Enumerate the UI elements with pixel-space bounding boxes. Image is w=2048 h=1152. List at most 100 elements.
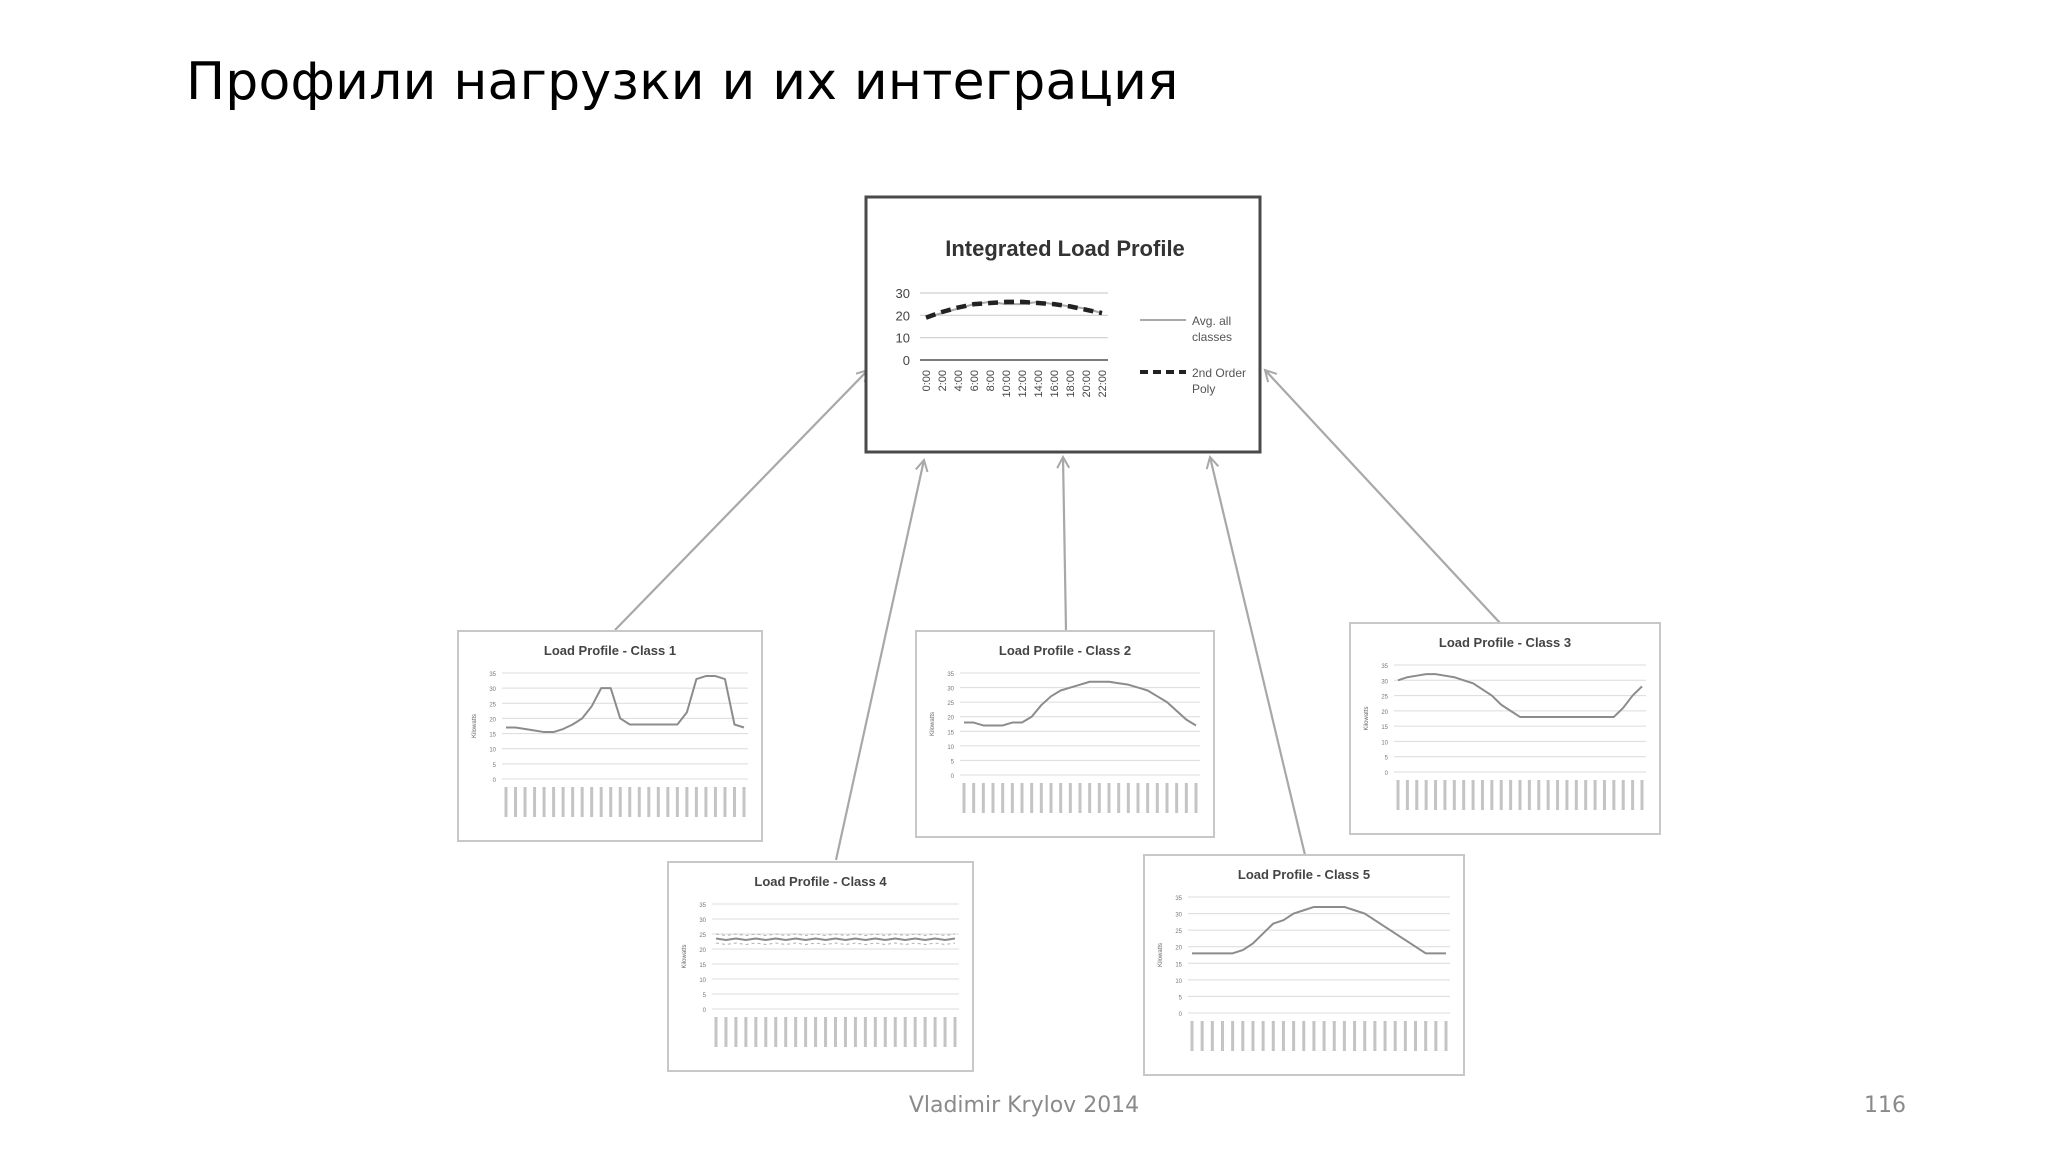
legend-avg-label-2: classes [1192,330,1232,344]
chart-x-tick-mark [1621,780,1625,810]
chart-y-tick: 5 [703,993,707,999]
chart-x-tick-mark [609,787,613,817]
chart-x-tick-mark [675,787,679,817]
chart-x-tick-mark [590,787,594,817]
chart-y-tick: 10 [1175,979,1182,985]
chart-x-tick-mark [873,1017,877,1047]
integrated-title: Integrated Load Profile [945,236,1185,261]
chart-band-lower [715,942,956,946]
chart-y-tick: 25 [1381,695,1388,701]
chart-x-tick-mark [1049,783,1053,813]
chart-x-tick-mark [804,1017,808,1047]
chart-x-tick-mark [953,1017,957,1047]
int-x-tick: 16:00 [1049,370,1061,398]
chart-x-tick-mark [1292,1021,1296,1051]
chart-x-tick-mark [1444,1021,1448,1051]
chart-x-tick-mark [1363,1021,1367,1051]
chart-ylabel: Kilowatts [682,944,688,968]
arrow-class2 [1063,457,1066,631]
chart-x-tick-mark [1194,783,1198,813]
class-charts: Load Profile - Class 1 35 30 25 20 15 10 5 0 Kilo… [457,622,1661,1076]
chart-y-tick: 35 [1381,664,1388,670]
chart-series [1397,673,1643,718]
integrated-legend: Avg. all classes 2nd Order Poly [1140,314,1246,396]
chart-x-tick-mark [734,1017,738,1047]
chart-ylabel: Kilowatts [472,714,478,738]
chart-x-tick-mark [1405,780,1409,810]
chart-y-tick: 10 [947,745,954,751]
chart-y-tick: 0 [951,774,955,780]
int-y-tick: 0 [903,353,910,368]
chart-x-tick-mark [853,1017,857,1047]
chart-x-tick-mark [1509,780,1513,810]
chart-x-tick-mark [1342,1021,1346,1051]
chart-x-tick-mark [514,787,518,817]
chart-x-tick-mark [923,1017,927,1047]
chart-title: Load Profile - Class 4 [754,874,887,889]
chart-x-tick-mark [1556,780,1560,810]
int-x-tick: 6:00 [969,370,981,391]
arrow-class3 [1265,370,1501,624]
chart-x-tick-mark [1261,1021,1265,1051]
chart-title: Load Profile - Class 3 [1439,635,1571,650]
chart-x-tick-mark [694,787,698,817]
chart-x-tick-mark [1537,780,1541,810]
chart-y-tick: 20 [699,948,706,954]
arrow-class1 [614,370,868,631]
chart-x-tick-mark [656,787,660,817]
chart-x-tick-mark [1126,783,1130,813]
legend-poly-label-1: 2nd Order [1192,366,1246,380]
chart-x-tick-mark [1039,783,1043,813]
chart-x-tick-mark [618,787,622,817]
chart-x-tick-mark [504,787,508,817]
chart-x-tick-mark [1393,1021,1397,1051]
chart-y-tick: 30 [1175,913,1182,919]
chart-ylabel: Kilowatts [1364,706,1370,730]
chart-y-tick: 5 [1385,756,1389,762]
chart-x-tick-mark [1332,1021,1336,1051]
chart-y-tick: 15 [1381,725,1388,731]
chart-x-tick-mark [637,787,641,817]
chart-y-tick: 30 [699,918,706,924]
chart-y-tick: 0 [1179,1012,1183,1018]
chart-x-tick-mark [704,787,708,817]
chart-y-tick: 0 [703,1008,707,1014]
chart-y-tick: 35 [699,903,706,909]
chart-x-tick-mark [713,787,717,817]
chart-ylabel: Kilowatts [930,712,936,736]
chart-series [1192,905,1446,955]
int-x-tick: 18:00 [1065,370,1077,398]
chart-x-tick-mark [1088,783,1092,813]
chart-x-tick-mark [1184,783,1188,813]
chart-x-tick-mark [991,783,995,813]
chart-y-tick: 15 [947,730,954,736]
arrow-class4 [834,460,924,861]
chart-y-tick: 30 [947,687,954,693]
chart-y-tick: 10 [1381,740,1388,746]
chart-x-tick-mark [1231,1021,1235,1051]
chart-x-tick-mark [1068,783,1072,813]
chart-x-tick-mark [1251,1021,1255,1051]
chart-title: Load Profile - Class 5 [1238,867,1370,882]
chart-x-tick-mark [571,787,575,817]
integrated-plot: 30 20 10 0 0:00 2:00 4:00 6:00 8:00 10:00 12:00 14:… [896,286,1109,398]
chart-x-tick-mark [732,787,736,817]
page-number: 116 [1864,1093,1906,1118]
chart-y-tick: 15 [699,963,706,969]
chart-x-tick-mark [1241,1021,1245,1051]
chart-x-tick-mark [1146,783,1150,813]
chart-y-tick: 35 [489,672,496,678]
chart-x-tick-mark [1434,780,1438,810]
chart-x-tick-mark [542,787,546,817]
chart-class4: Load Profile - Class 4 35 30 25 20 15 10 5 0 Kilo… [667,861,974,1072]
chart-x-tick-mark [1584,780,1588,810]
chart-x-tick-mark [1490,780,1494,810]
chart-x-tick-mark [1518,780,1522,810]
chart-x-tick-mark [883,1017,887,1047]
chart-x-tick-mark [1373,1021,1377,1051]
chart-y-tick: 30 [489,687,496,693]
chart-x-tick-mark [834,1017,837,1047]
legend-avg-label-1: Avg. all [1192,314,1231,328]
chart-x-tick-mark [1030,783,1034,813]
chart-x-tick-mark [1136,783,1140,813]
